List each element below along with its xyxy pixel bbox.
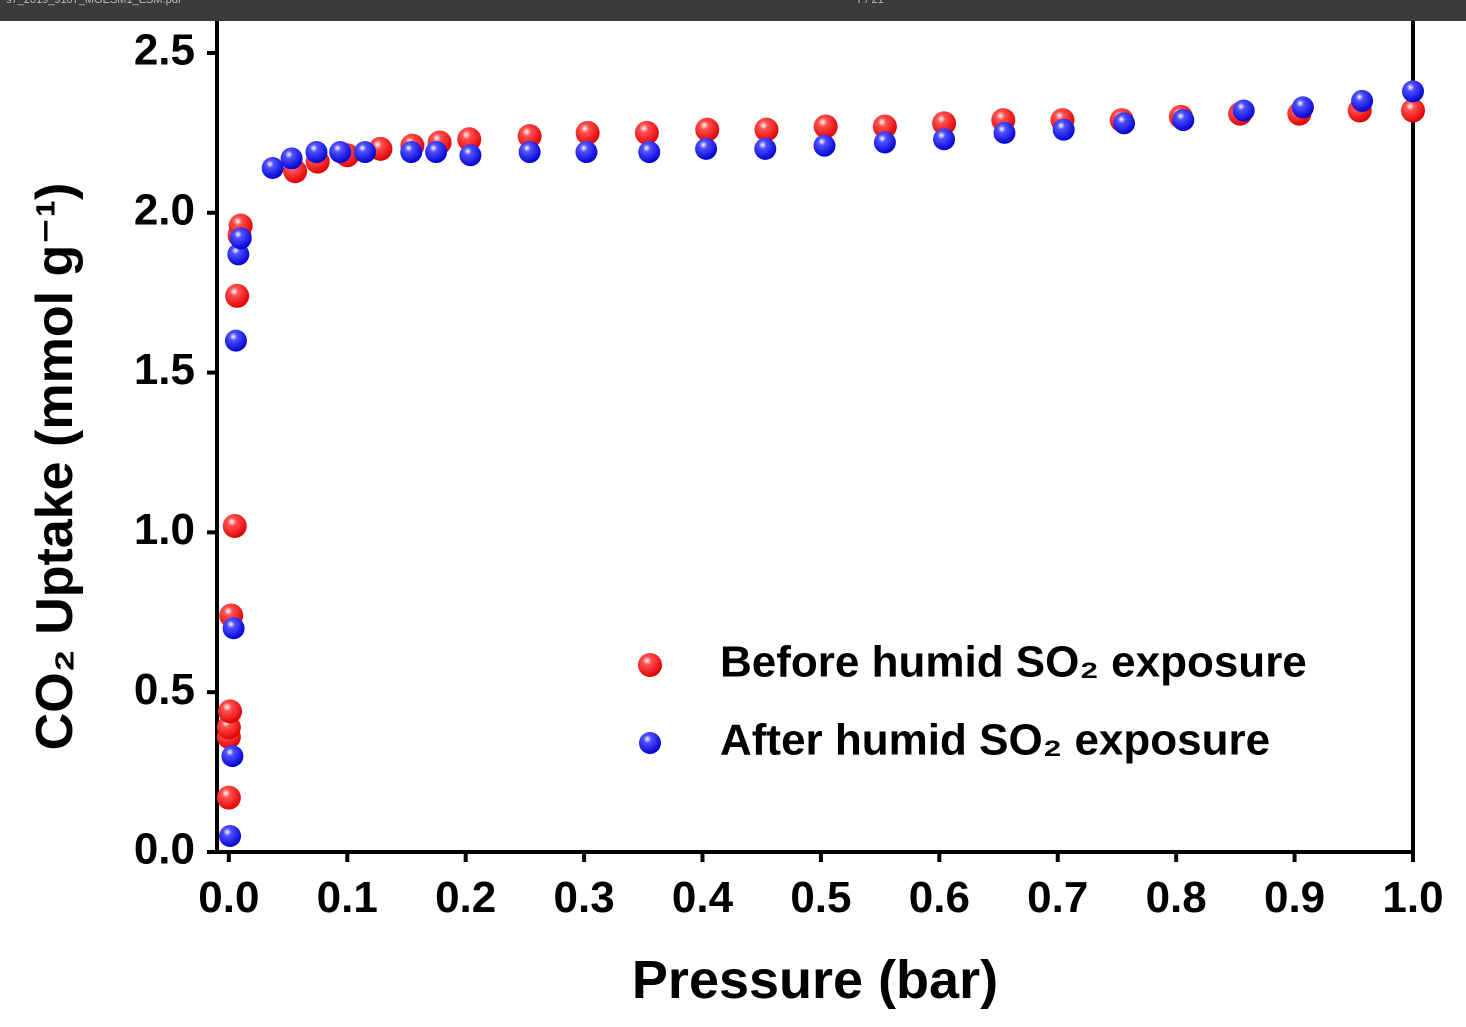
x-tick-label: 0.1 [317, 873, 378, 922]
x-tick-label: 0.2 [435, 873, 496, 922]
y-tick-label: 2.0 [134, 185, 195, 234]
data-point [225, 283, 250, 308]
x-tick-label: 0.4 [672, 873, 734, 922]
data-point [229, 227, 252, 250]
legend-label: After humid SO₂ exposure [720, 716, 1270, 765]
x-tick-label: 1.0 [1382, 873, 1443, 922]
viewer-toolbar [0, 0, 1466, 21]
legend-marker [638, 653, 662, 677]
data-point [222, 513, 247, 538]
x-tick-label: 0.3 [554, 873, 615, 922]
data-point [872, 114, 897, 139]
data-point [400, 141, 423, 164]
data-point [754, 117, 779, 142]
data-point [219, 825, 242, 848]
data-point [873, 131, 896, 154]
data-point [224, 329, 247, 352]
plot: 0.0 0.5 1.0 1.5 2.0 2.5 0.0 0.1 0.2 0.3 0.4 0.5 0.6 0… [26, 14, 1444, 1010]
data-point [305, 141, 328, 164]
data-point [813, 114, 838, 139]
y-tick-label: 0.5 [134, 665, 195, 714]
x-tick-label: 0.5 [790, 873, 851, 922]
data-point [695, 117, 720, 142]
data-point [1232, 99, 1255, 122]
legend-marker [639, 732, 661, 754]
data-point [575, 120, 600, 145]
data-point [933, 128, 956, 151]
data-point [1172, 109, 1195, 132]
y-tick-label: 1.5 [134, 345, 195, 394]
data-point [280, 147, 303, 170]
data-point [425, 141, 448, 164]
x-tick-label: 0.0 [198, 873, 259, 922]
x-tick-label: 0.7 [1027, 873, 1088, 922]
legend-label: Before humid SO₂ exposure [720, 638, 1307, 687]
data-point [329, 141, 352, 164]
x-axis-title: Pressure (bar) [632, 950, 998, 1010]
data-point [354, 141, 377, 164]
data-point [218, 699, 243, 724]
y-axis-title: CO₂ Uptake (mmol g⁻¹) [26, 183, 84, 751]
y-tick-label: 2.5 [134, 26, 195, 75]
data-point [993, 121, 1016, 144]
data-point [1402, 80, 1424, 103]
data-point [221, 745, 244, 768]
data-point [634, 120, 659, 145]
data-point [1052, 118, 1075, 141]
page-number: 7 / 21 [856, 0, 884, 6]
data-point [695, 137, 718, 160]
data-point [222, 617, 245, 640]
x-tick-label: 0.9 [1264, 873, 1325, 922]
file-name: s7_2019_9107_MOESM1_ESM.pdf [6, 0, 182, 6]
data-point [575, 141, 598, 164]
y-tick-label: 0.0 [134, 825, 195, 874]
data-point [457, 127, 482, 152]
data-point [1113, 112, 1136, 135]
data-point [261, 157, 284, 180]
x-tick-label: 0.8 [1146, 873, 1207, 922]
data-point [813, 134, 836, 157]
data-point [932, 111, 957, 136]
y-tick-label: 1.0 [134, 505, 195, 554]
data-point [459, 144, 482, 167]
data-point [216, 785, 241, 810]
data-point [1351, 89, 1374, 112]
data-point [1291, 96, 1314, 119]
x-tick-label: 0.6 [909, 873, 970, 922]
data-point [517, 124, 542, 149]
data-point [638, 141, 661, 164]
data-point [518, 141, 541, 164]
data-point [1401, 98, 1425, 123]
data-point [754, 137, 777, 160]
